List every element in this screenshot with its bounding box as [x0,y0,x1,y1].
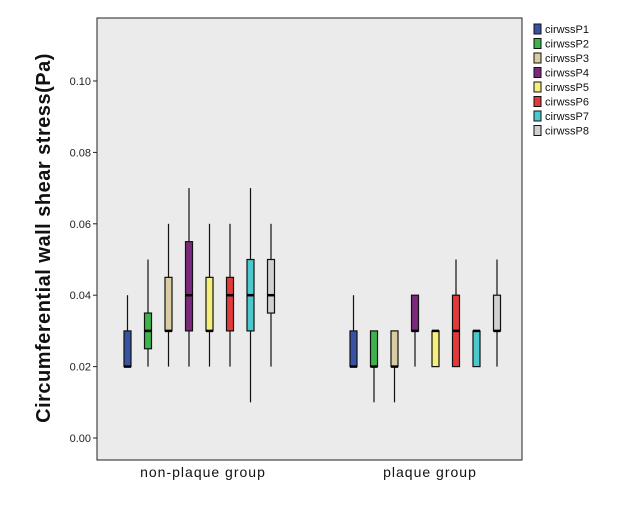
legend-swatch [533,23,542,35]
y-axis: 0.00 0.02 0.04 0.06 0.08 0.10 [70,76,97,445]
box-cirwssP8-plaque [492,259,502,367]
box [431,330,440,368]
box-cirwssP4-non-plaque [184,188,194,367]
y-tick-label: 0.00 [70,433,91,445]
box-cirwssP7-plaque [472,329,481,368]
box [492,294,502,332]
box-cirwssP1-plaque [349,295,358,368]
box [225,276,235,332]
legend-swatch [533,110,542,122]
box-cirwssP2-plaque [369,330,379,403]
legend-swatch [533,96,542,107]
category-labels: non-plaque group plaque group [140,464,477,480]
legend-label: cirwssP2 [545,39,589,51]
box-cirwssP7-non-plaque [246,188,255,403]
box-cirwssP5-plaque [431,329,440,368]
box [184,241,194,332]
box [472,330,481,368]
box-cirwssP6-plaque [451,259,461,368]
box [205,276,214,332]
y-axis-title: Circumferential wall shear stress(Pa) [33,53,55,423]
box-cirwssP3-plaque [390,330,399,403]
box [410,294,420,332]
y-tick-label: 0.02 [70,362,91,374]
y-tick-label: 0.06 [70,219,91,231]
y-tick-label: 0.10 [70,76,91,88]
legend-label: cirwssP4 [545,68,589,80]
y-tick-label: 0.08 [70,147,91,159]
legend-label: cirwssP3 [545,53,589,65]
box-layer [123,188,502,403]
legend-swatch [533,125,542,136]
box-cirwssP1-non-plaque [123,295,132,368]
legend-swatch [533,67,542,78]
box-cirwssP5-non-plaque [205,223,214,367]
box [266,258,276,314]
legend-label: cirwssP1 [545,24,589,36]
box [349,330,358,368]
plot-area [96,17,523,461]
box-cirwssP8-non-plaque [266,223,276,367]
box-cirwssP3-non-plaque [164,223,173,367]
box-cirwssP4-plaque [410,294,420,367]
y-tick-label: 0.04 [70,290,91,302]
legend-swatch [533,38,542,49]
box [164,276,173,332]
legend-label: cirwssP7 [545,111,589,123]
legend-swatch [533,81,542,93]
box-cirwssP2-non-plaque [143,259,153,367]
box [390,330,399,368]
box [369,330,379,368]
legend-swatch [533,52,542,64]
legend: cirwssP1 cirwssP2 cirwssP3 cirwssP4 cirwssP5… [533,23,589,138]
box-cirwssP6-non-plaque [225,223,235,367]
legend-label: cirwssP6 [545,97,589,109]
legend-label: cirwssP8 [545,126,589,138]
box [123,330,132,368]
legend-label: cirwssP5 [545,82,589,94]
category-label: plaque group [383,464,477,480]
category-label: non-plaque group [140,464,266,480]
